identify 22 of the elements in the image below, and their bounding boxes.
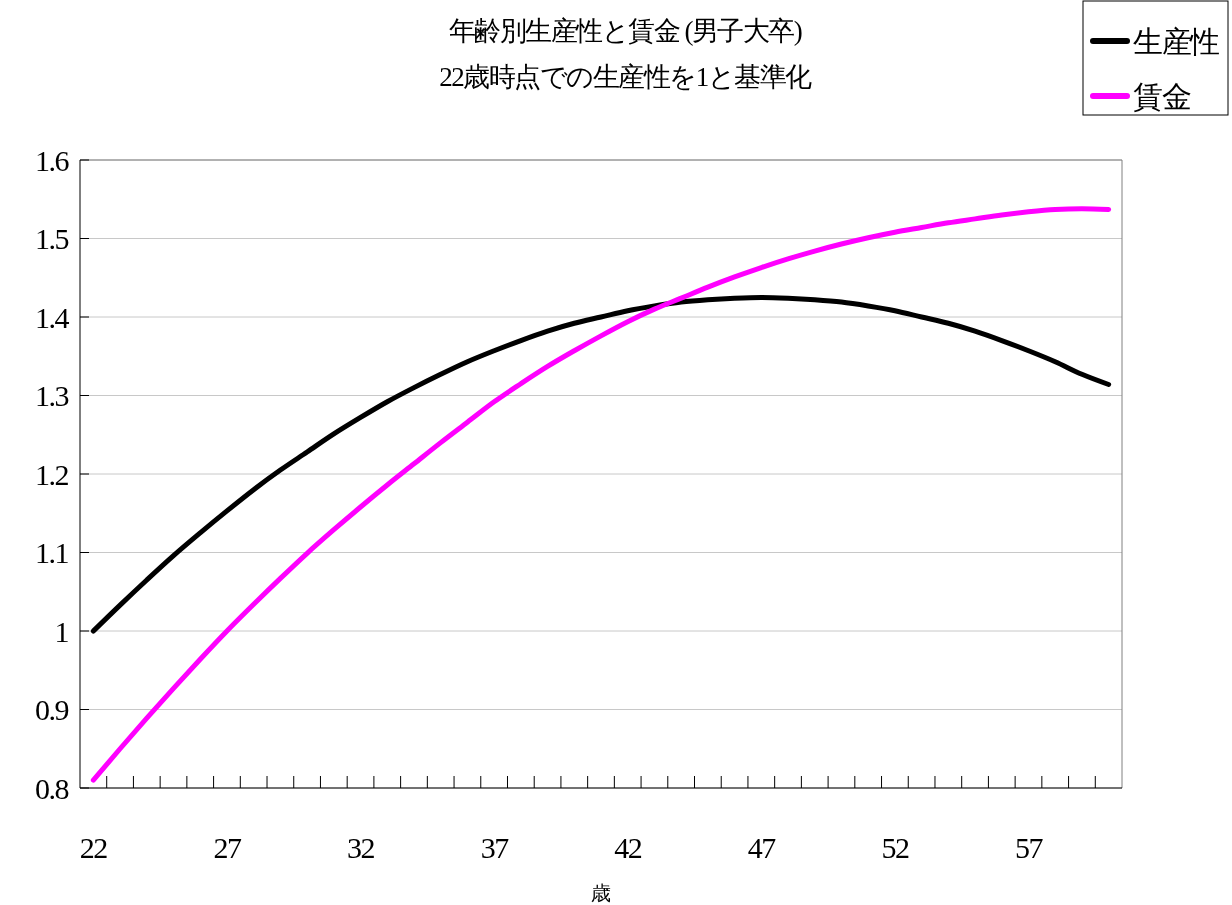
x-tick-label: 42 [614, 831, 642, 864]
y-tick-label: 0.9 [35, 693, 69, 726]
x-tick-label: 52 [881, 831, 909, 864]
x-tick-label: 57 [1014, 831, 1044, 864]
y-tick-label: 1.6 [35, 143, 70, 177]
y-tick-label: 1 [54, 614, 69, 648]
legend-label: 賃金 [1133, 79, 1191, 113]
x-tick-label: 22 [79, 831, 108, 864]
x-tick-label: 37 [480, 831, 510, 864]
legend-label: 生産性 [1133, 24, 1219, 58]
y-tick-label: 1.2 [35, 457, 69, 491]
x-tick-label: 32 [347, 831, 375, 864]
x-tick-label: 27 [213, 831, 242, 864]
y-tick-label: 1.5 [35, 222, 69, 255]
y-tick-label: 0.8 [35, 771, 69, 805]
x-tick-label: 47 [747, 831, 777, 864]
chart-title: 年齢別生産性と賃金 (男子大卒) [448, 16, 802, 46]
x-axis-title: 歳 [591, 882, 611, 904]
y-tick-label: 1.1 [35, 536, 69, 569]
y-tick-label: 1.3 [35, 379, 69, 412]
chart-subtitle: 22歳時点での生産性を1と基準化 [439, 62, 813, 92]
y-tick-label: 1.4 [35, 300, 70, 334]
